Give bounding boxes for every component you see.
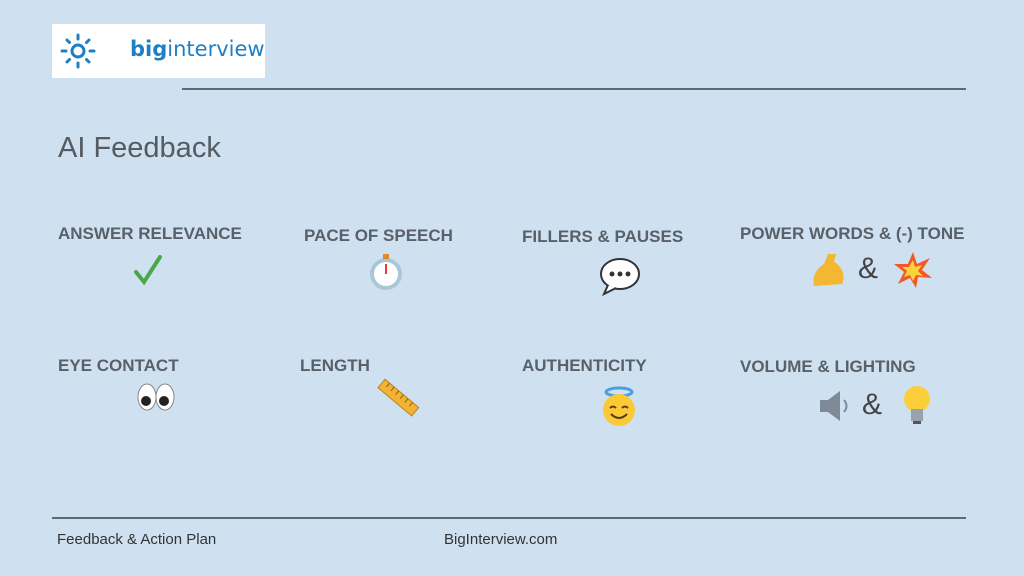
check-icon [134, 255, 162, 286]
joiner: & [862, 388, 883, 421]
logo: biginterview [52, 24, 265, 78]
speaker-icon [820, 391, 848, 421]
item-label: ANSWER RELEVANCE [58, 224, 242, 243]
item-label: POWER WORDS & (-) TONE [740, 224, 965, 243]
speech-icon [600, 258, 640, 296]
ruler-icon [377, 378, 420, 417]
eyes-icon [137, 383, 175, 411]
title: AI Feedback [58, 132, 221, 164]
stopwatch-icon [370, 254, 402, 290]
bulb-icon [904, 386, 930, 424]
footer-center: BigInterview.com [444, 531, 558, 548]
angel-icon [603, 386, 635, 426]
item-label: AUTHENTICITY [522, 356, 647, 375]
logo-icon [60, 33, 96, 69]
logo-bold: big [130, 37, 168, 61]
logo-rest: interview [167, 37, 265, 61]
item-label: EYE CONTACT [58, 356, 179, 375]
item-label: LENGTH [300, 356, 370, 375]
logo-text: biginterview [130, 37, 265, 61]
item-label: FILLERS & PAUSES [522, 227, 684, 246]
boom-icon [894, 252, 932, 288]
footer-left: Feedback & Action Plan [57, 531, 217, 548]
item-label: PACE OF SPEECH [304, 226, 453, 245]
bottom-rule [52, 517, 966, 519]
muscle-icon [813, 254, 844, 286]
joiner: & [858, 252, 879, 285]
item-label: VOLUME & LIGHTING [740, 357, 916, 376]
top-rule [182, 88, 966, 90]
